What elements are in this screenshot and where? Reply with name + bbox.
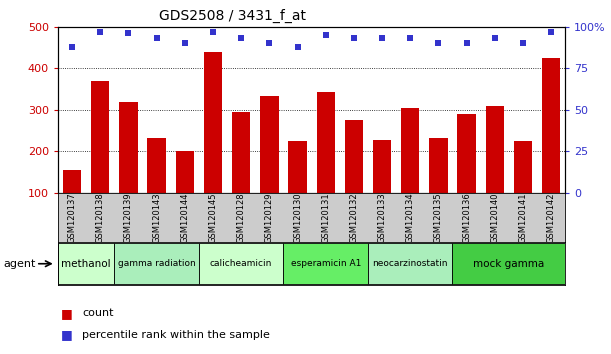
Bar: [288, 141, 307, 193]
Text: neocarzinostatin: neocarzinostatin: [373, 259, 448, 268]
Bar: [514, 141, 532, 193]
Point: [95, 29, 105, 34]
Text: GSM120136: GSM120136: [462, 192, 471, 243]
Bar: [176, 150, 194, 193]
Point: [462, 40, 472, 46]
Bar: [368, 243, 453, 284]
Bar: [316, 92, 335, 193]
Text: GSM120139: GSM120139: [124, 192, 133, 243]
Text: esperamicin A1: esperamicin A1: [290, 259, 361, 268]
Bar: [542, 58, 560, 193]
Point: [236, 35, 246, 41]
Bar: [401, 108, 419, 193]
Point: [434, 40, 444, 46]
Bar: [58, 243, 114, 284]
Bar: [199, 243, 284, 284]
Point: [349, 35, 359, 41]
Text: gamma radiation: gamma radiation: [118, 259, 196, 268]
Text: GSM120145: GSM120145: [208, 193, 218, 243]
Point: [321, 32, 331, 38]
Text: percentile rank within the sample: percentile rank within the sample: [82, 330, 270, 339]
Text: GSM120129: GSM120129: [265, 193, 274, 243]
Bar: [284, 243, 368, 284]
Point: [123, 30, 133, 36]
Point: [293, 44, 302, 49]
Bar: [453, 243, 565, 284]
Bar: [91, 81, 109, 193]
Text: GSM120138: GSM120138: [96, 192, 105, 243]
Bar: [114, 243, 199, 284]
Point: [546, 29, 556, 34]
Text: ■: ■: [61, 328, 73, 341]
Bar: [486, 106, 504, 193]
Text: GSM120144: GSM120144: [180, 193, 189, 243]
Bar: [430, 138, 447, 193]
Bar: [119, 102, 137, 193]
Bar: [232, 112, 251, 193]
Text: agent: agent: [3, 259, 35, 269]
Bar: [63, 170, 81, 193]
Bar: [204, 51, 222, 193]
Text: GSM120134: GSM120134: [406, 192, 415, 243]
Point: [152, 35, 161, 41]
Text: GSM120140: GSM120140: [490, 193, 499, 243]
Text: GSM120137: GSM120137: [68, 192, 76, 243]
Point: [180, 40, 189, 46]
Text: GSM120133: GSM120133: [378, 192, 387, 243]
Bar: [458, 114, 476, 193]
Text: GSM120130: GSM120130: [293, 192, 302, 243]
Text: calicheamicin: calicheamicin: [210, 259, 273, 268]
Text: mock gamma: mock gamma: [473, 259, 544, 269]
Text: GDS2508 / 3431_f_at: GDS2508 / 3431_f_at: [159, 9, 306, 23]
Text: GSM120143: GSM120143: [152, 192, 161, 243]
Text: GSM120142: GSM120142: [547, 193, 555, 243]
Bar: [345, 120, 363, 193]
Text: count: count: [82, 308, 114, 318]
Bar: [260, 96, 279, 193]
Text: GSM120135: GSM120135: [434, 192, 443, 243]
Text: GSM120141: GSM120141: [518, 193, 527, 243]
Point: [265, 40, 274, 46]
Bar: [147, 138, 166, 193]
Text: ■: ■: [61, 307, 73, 320]
Point: [208, 29, 218, 34]
Point: [377, 35, 387, 41]
Point: [490, 35, 500, 41]
Point: [518, 40, 528, 46]
Bar: [373, 140, 391, 193]
Text: GSM120132: GSM120132: [349, 192, 359, 243]
Point: [67, 44, 77, 49]
Text: GSM120131: GSM120131: [321, 192, 330, 243]
Text: GSM120128: GSM120128: [236, 192, 246, 243]
Text: methanol: methanol: [62, 259, 111, 269]
Point: [405, 35, 415, 41]
